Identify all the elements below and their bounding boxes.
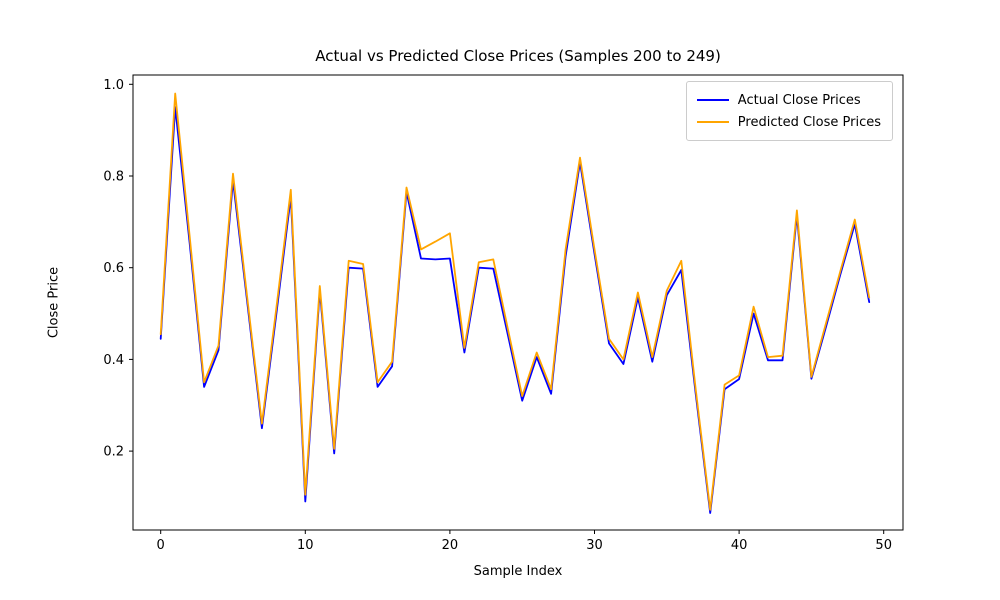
legend-label-actual: Actual Close Prices bbox=[737, 92, 861, 108]
chart-title: Actual vs Predicted Close Prices (Sample… bbox=[315, 47, 721, 65]
legend-label-predicted: Predicted Close Prices bbox=[737, 114, 881, 130]
x-tick-label: 10 bbox=[297, 538, 314, 553]
y-axis-label: Close Price bbox=[46, 266, 62, 339]
x-tick-label: 50 bbox=[875, 538, 892, 553]
y-tick-label: 0.8 bbox=[103, 170, 124, 185]
y-tick-label: 1.0 bbox=[103, 78, 124, 93]
y-tick-label: 0.6 bbox=[103, 261, 124, 276]
predicted-line-swatch bbox=[696, 121, 729, 123]
predicted-line bbox=[159, 92, 871, 511]
x-tick-label: 20 bbox=[442, 538, 459, 553]
legend-item-predicted: Predicted Close Prices bbox=[696, 111, 881, 133]
y-tick-label: 0.4 bbox=[103, 353, 124, 368]
actual-line bbox=[159, 106, 871, 514]
legend-item-actual: Actual Close Prices bbox=[696, 89, 881, 111]
x-axis-label: Sample Index bbox=[473, 564, 563, 579]
x-tick-label: 0 bbox=[157, 538, 165, 553]
legend: Actual Close Prices Predicted Close Pric… bbox=[685, 81, 893, 141]
actual-line-swatch bbox=[696, 99, 729, 101]
axes-box bbox=[132, 74, 904, 531]
x-tick-label: 40 bbox=[731, 538, 748, 553]
y-tick-label: 0.2 bbox=[103, 445, 124, 460]
x-tick-label: 30 bbox=[586, 538, 603, 553]
